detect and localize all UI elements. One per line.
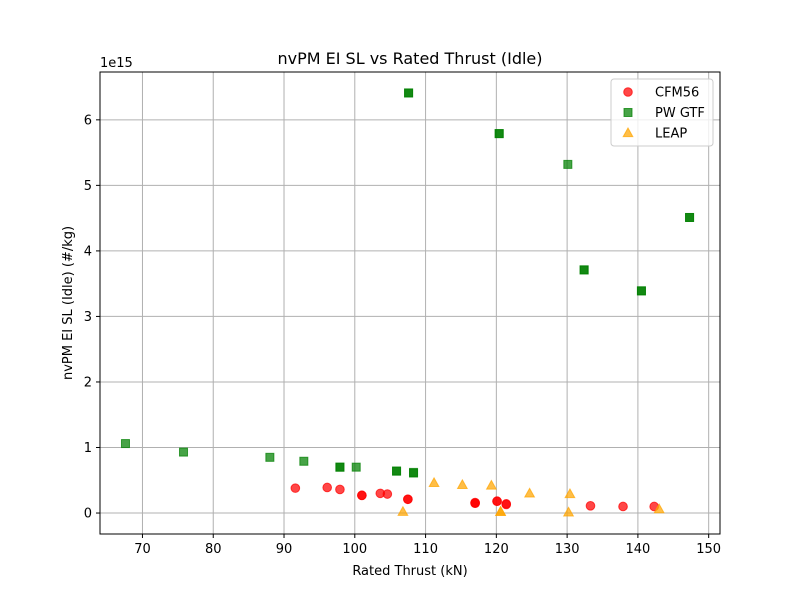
data-point: [485, 479, 498, 490]
data-point: [428, 476, 440, 487]
data-point: [179, 447, 189, 457]
data-point: [392, 466, 402, 476]
series-leap: [397, 476, 665, 517]
data-point: [397, 505, 409, 516]
legend-marker: [623, 87, 633, 97]
points-layer: [120, 88, 695, 517]
legend-marker: [622, 126, 634, 138]
data-point: [335, 484, 345, 495]
x-tick-label: 110: [413, 542, 438, 557]
data-point: [404, 88, 414, 98]
y-tick-label: 0: [84, 507, 92, 522]
chart-title: nvPM EI SL vs Rated Thrust (Idle): [277, 49, 542, 68]
series-pw-gtf: [120, 88, 695, 478]
legend-label: LEAP: [655, 127, 687, 142]
x-tick-label: 70: [134, 542, 151, 557]
series-cfm56: [290, 482, 659, 512]
data-point: [494, 505, 507, 516]
data-point: [685, 212, 695, 222]
grid-layer: [100, 72, 720, 534]
x-tick-label: 140: [625, 542, 650, 557]
x-tick-label: 150: [696, 542, 721, 557]
data-point: [470, 498, 480, 509]
data-point: [351, 462, 361, 472]
data-point: [382, 489, 393, 499]
y-tick-label: 4: [84, 244, 92, 259]
legend-marker: [623, 108, 633, 117]
ticks-layer: 70 80 90 100 110 120 130 140 150 0 1 2 3 4 5 6: [84, 113, 721, 557]
data-point: [299, 456, 309, 466]
legend-label: PW GTF: [655, 106, 705, 121]
data-point: [563, 159, 573, 169]
x-tick-label: 120: [484, 542, 509, 557]
x-tick-label: 80: [205, 542, 222, 557]
x-tick-label: 90: [276, 542, 293, 557]
y-axis-label: nvPM EI SL (Idle) (#/kg): [61, 226, 76, 380]
legend-label: CFM56: [655, 86, 699, 101]
data-point: [564, 487, 576, 499]
x-axis-label: Rated Thrust (kN): [352, 564, 467, 579]
y-tick-label: 3: [84, 310, 92, 325]
legend: CFM56 PW GTF LEAP: [610, 78, 714, 147]
y-tick-label: 2: [84, 375, 92, 390]
data-point: [265, 452, 275, 462]
data-point: [409, 468, 419, 478]
y-axis-offset-text: 1e15: [100, 56, 133, 71]
data-point: [494, 129, 504, 139]
data-point: [335, 462, 345, 472]
data-point: [120, 439, 130, 449]
data-point: [456, 478, 469, 489]
y-tick-label: 1: [84, 441, 92, 456]
data-point: [403, 494, 413, 505]
data-point: [357, 490, 367, 501]
data-point: [322, 482, 332, 493]
data-point: [579, 265, 589, 275]
y-tick-label: 6: [84, 113, 92, 128]
plot-frame: [99, 71, 721, 535]
x-tick-label: 130: [555, 542, 580, 557]
data-point: [290, 483, 301, 493]
data-point: [636, 286, 646, 296]
data-point: [492, 496, 502, 507]
data-point: [585, 501, 596, 511]
y-tick-label: 5: [84, 179, 92, 194]
x-tick-label: 100: [342, 542, 367, 557]
data-point: [653, 503, 665, 514]
data-point: [523, 487, 536, 498]
data-point: [562, 506, 575, 517]
data-point: [501, 499, 512, 510]
legend-box: [610, 78, 714, 147]
data-point: [618, 501, 628, 512]
